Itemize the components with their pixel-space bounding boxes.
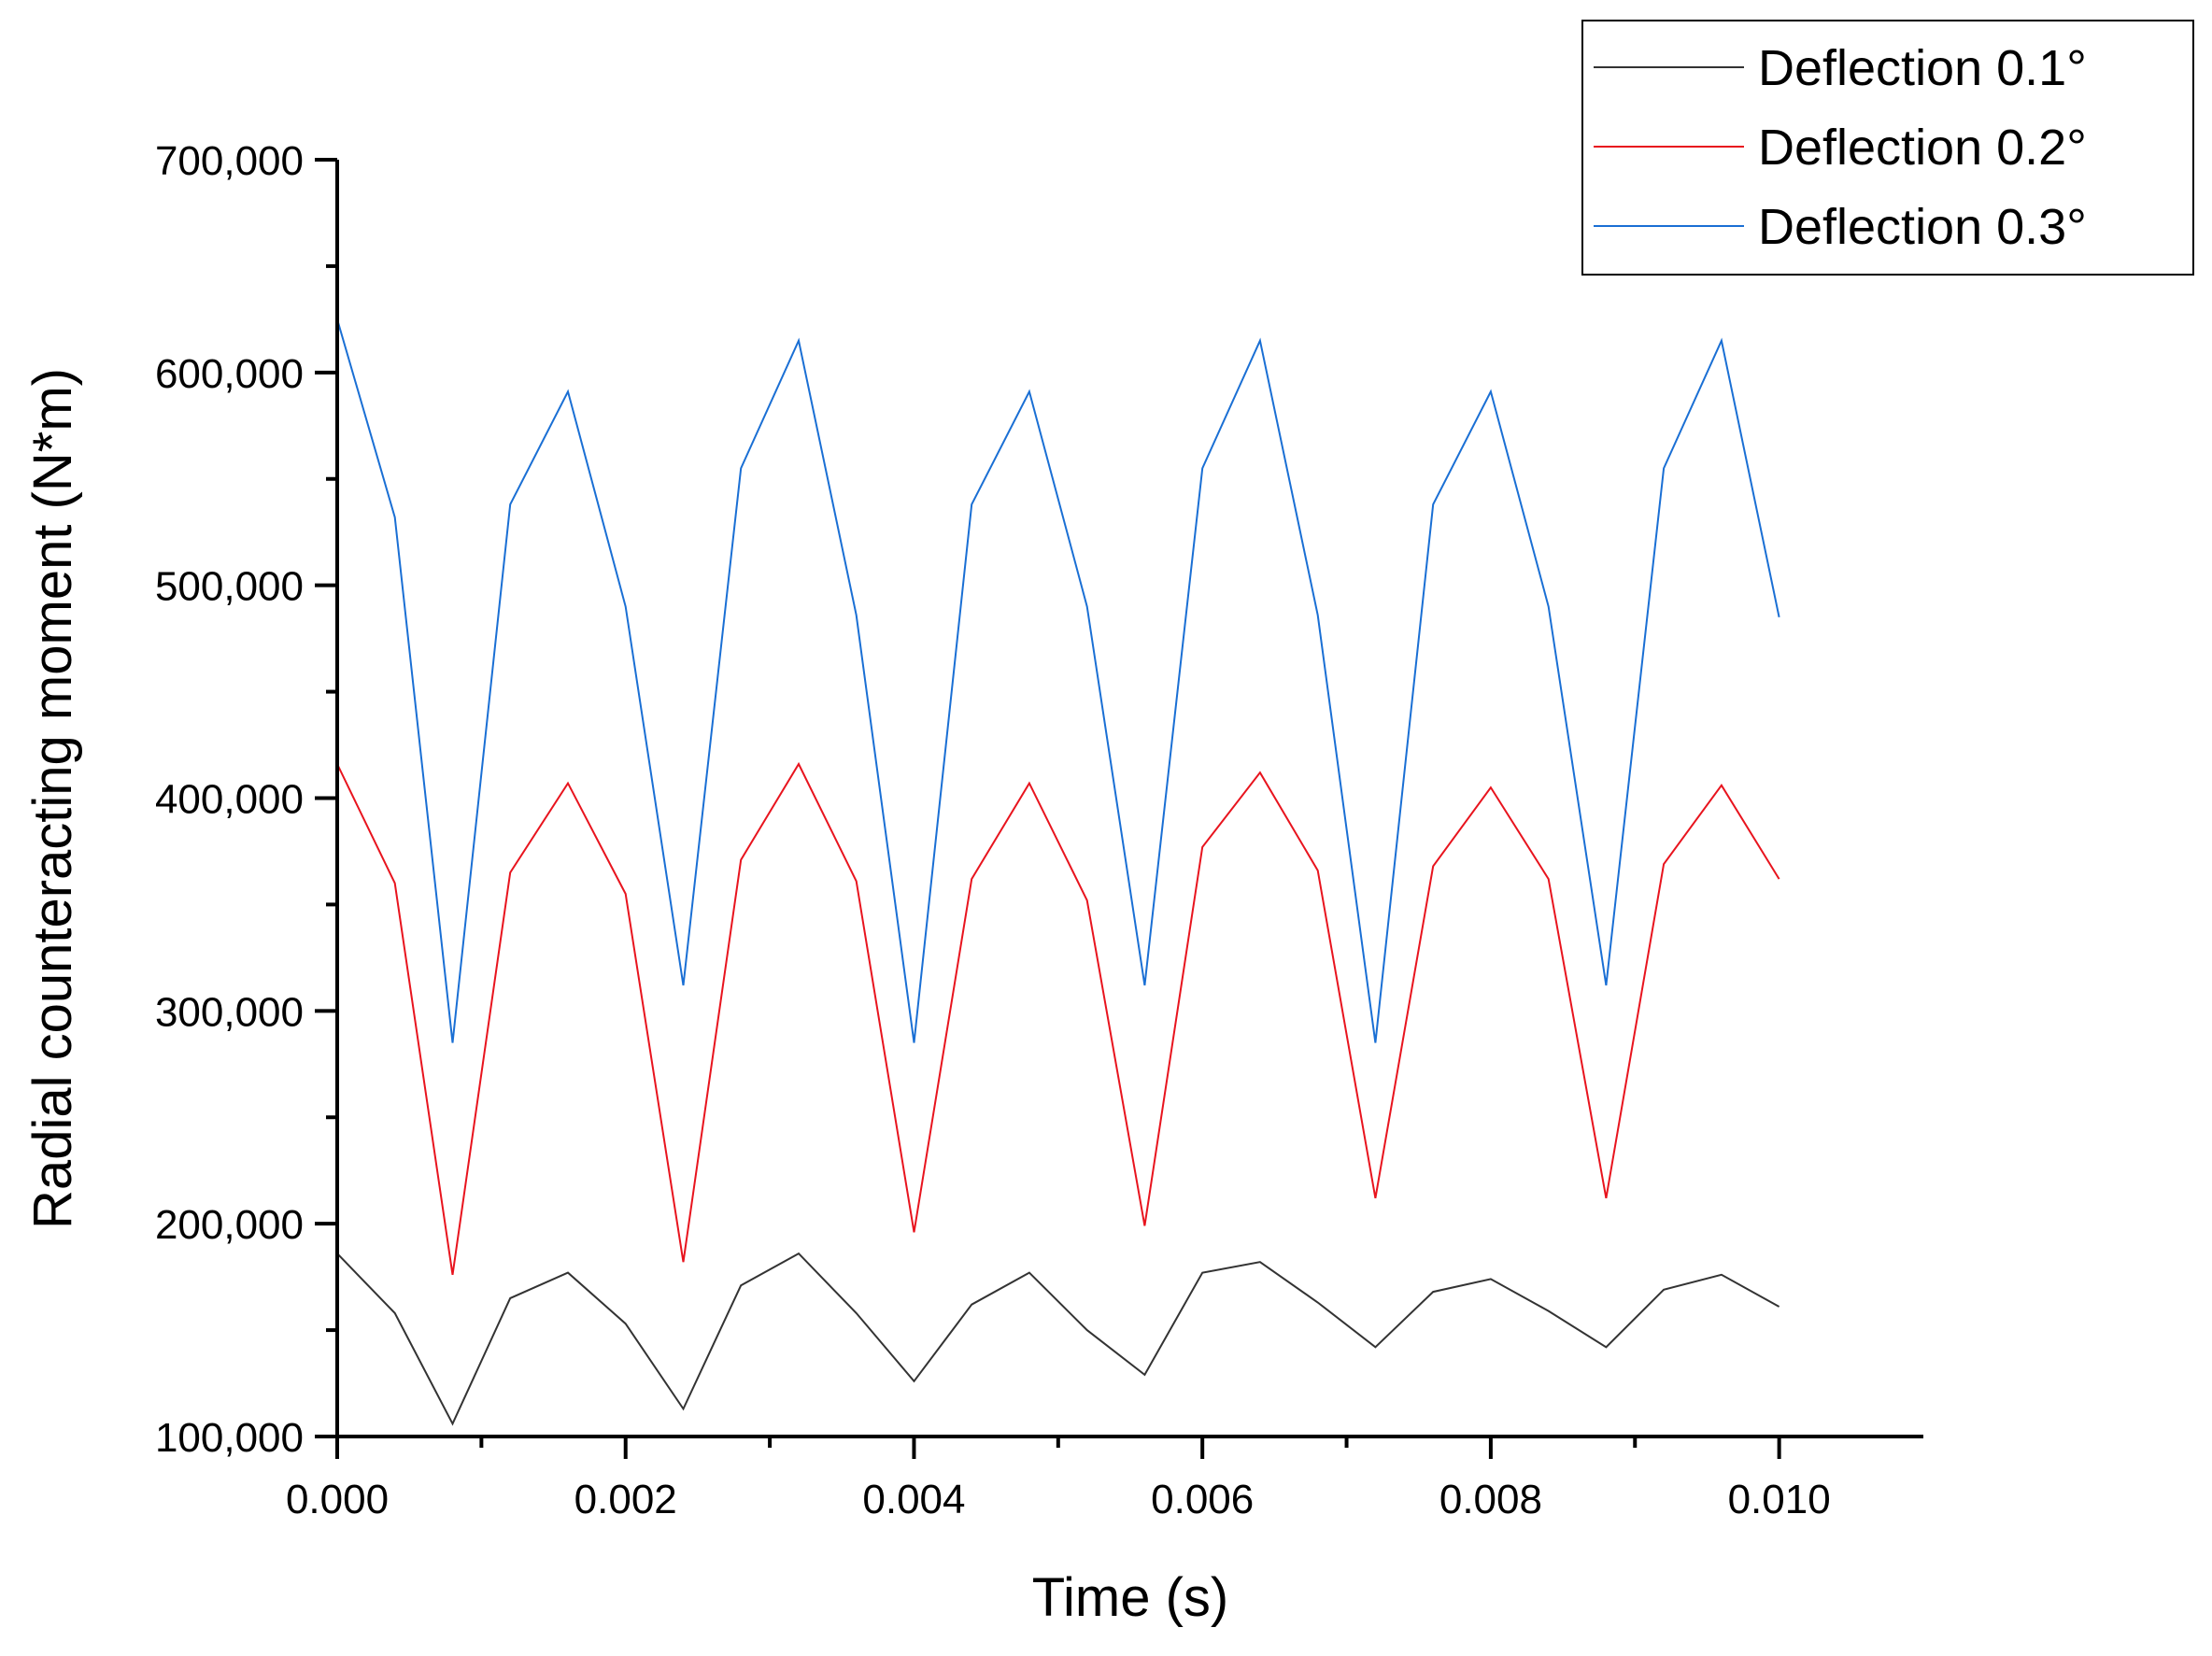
y-tick-label: 700,000 [155,138,304,184]
series-line-3 [336,318,1780,1043]
series-line-1 [336,1252,1780,1426]
y-tick-label: 600,000 [155,351,304,397]
legend-label-2: Deflection 0.2° [1758,120,2087,176]
plot-area [336,318,1780,1426]
y-tick-label: 500,000 [155,564,304,610]
axes: 100,000 200,000 300,000 400,000 500,000 600,0… [22,138,1923,1628]
y-axis-title: Radial counteracting moment (N*m) [22,368,83,1229]
x-axis-title: Time (s) [1032,1567,1228,1628]
y-tick-label: 100,000 [155,1415,304,1461]
legend-label-3: Deflection 0.3° [1758,199,2087,255]
legend: Deflection 0.1° Deflection 0.2° Deflection… [1581,20,2194,276]
x-tick-label: 0.004 [862,1477,965,1522]
legend-label-1: Deflection 0.1° [1758,40,2087,96]
x-tick-label: 0.002 [574,1477,677,1522]
x-tick-label: 0.000 [286,1477,389,1522]
y-tick-label: 400,000 [155,777,304,823]
x-tick-label: 0.008 [1439,1477,1542,1522]
series-line-2 [336,761,1780,1275]
y-tick-label: 200,000 [155,1202,304,1248]
y-tick-label: 300,000 [155,989,304,1035]
x-tick-label: 0.006 [1151,1477,1254,1522]
x-tick-label: 0.010 [1728,1477,1831,1522]
